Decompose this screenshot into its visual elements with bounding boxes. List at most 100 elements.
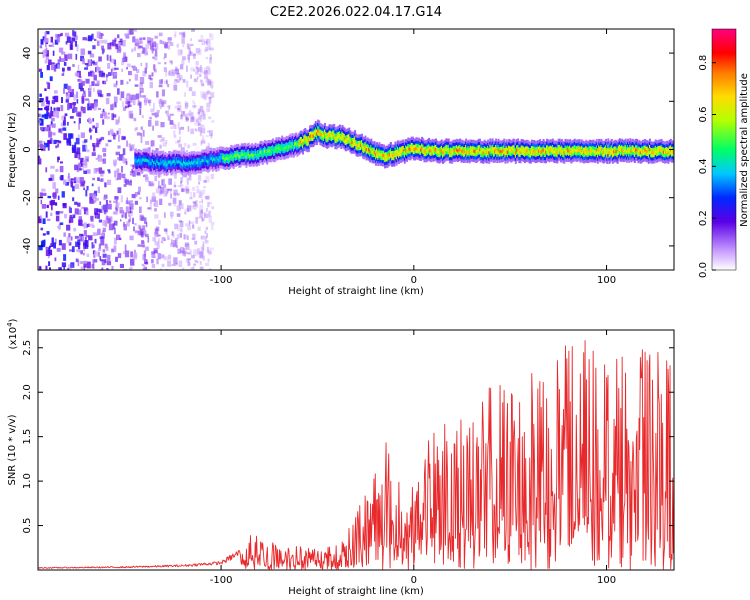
ridge-cell bbox=[505, 151, 508, 156]
ridge-cell bbox=[207, 154, 210, 158]
ridge-cell bbox=[438, 151, 441, 155]
ridge-cell bbox=[541, 159, 544, 163]
ridge-cell bbox=[454, 149, 457, 153]
noise-cell bbox=[205, 70, 209, 77]
ridge-cell bbox=[588, 149, 591, 153]
ridge-cell bbox=[349, 130, 352, 134]
ridge-cell bbox=[342, 126, 345, 130]
ridge-cell bbox=[191, 160, 193, 164]
ridge-cell bbox=[297, 136, 300, 140]
noise-cell bbox=[121, 57, 127, 62]
ridge-cell bbox=[627, 154, 629, 158]
noise-cell bbox=[41, 204, 46, 209]
noise-cell bbox=[80, 55, 84, 62]
ridge-cell bbox=[444, 152, 447, 156]
ridge-cell bbox=[524, 153, 527, 157]
ridge-cell bbox=[579, 159, 582, 163]
ridge-cell bbox=[499, 146, 502, 150]
ridge-cell bbox=[312, 134, 315, 138]
ridge-cell bbox=[145, 168, 148, 172]
ridge-cell bbox=[275, 156, 278, 160]
snr-scale-base: (x10 bbox=[8, 327, 19, 350]
noise-cell bbox=[204, 76, 209, 79]
ridge-cell bbox=[283, 147, 286, 151]
ridge-cell bbox=[533, 149, 536, 153]
ridge-cell bbox=[392, 156, 395, 161]
ridge-cell bbox=[154, 163, 156, 167]
noise-cell bbox=[46, 100, 50, 105]
ridge-cell bbox=[601, 153, 604, 157]
ridge-cell bbox=[320, 123, 323, 127]
ridge-cell bbox=[454, 139, 457, 144]
ridge-cell bbox=[378, 157, 381, 161]
noise-cell bbox=[129, 215, 131, 222]
noise-cell bbox=[182, 250, 188, 254]
ridge-cell bbox=[546, 151, 548, 155]
noise-cell bbox=[172, 231, 175, 238]
noise-cell bbox=[131, 194, 135, 198]
noise-cell bbox=[176, 192, 180, 196]
ridge-cell bbox=[233, 163, 236, 167]
ridge-cell bbox=[188, 151, 191, 155]
ridge-cell bbox=[400, 150, 403, 154]
ridge-cell bbox=[324, 132, 326, 136]
ridge-cell bbox=[650, 153, 653, 157]
ridge-cell bbox=[366, 156, 369, 160]
ridge-cell bbox=[330, 125, 333, 129]
ridge-cell bbox=[314, 127, 317, 131]
ridge-cell bbox=[339, 140, 341, 144]
ridge-cell bbox=[511, 158, 514, 162]
ridge-cell bbox=[299, 149, 302, 153]
ridge-cell bbox=[541, 144, 544, 148]
ridge-cell bbox=[485, 144, 488, 148]
noise-cell bbox=[180, 126, 185, 130]
ridge-cell bbox=[289, 143, 292, 147]
snr-y-tick-label: 2.0 bbox=[22, 384, 33, 400]
ridge-cell bbox=[184, 168, 187, 172]
ridge-cell bbox=[432, 142, 435, 146]
ridge-cell bbox=[628, 147, 631, 151]
ridge-cell bbox=[549, 148, 552, 152]
ridge-cell bbox=[654, 158, 657, 162]
ridge-cell bbox=[314, 124, 317, 128]
ridge-cell bbox=[225, 162, 228, 167]
ridge-cell bbox=[448, 154, 451, 158]
ridge-cell bbox=[516, 154, 518, 159]
ridge-cell bbox=[304, 137, 307, 141]
ridge-cell bbox=[363, 152, 366, 157]
ridge-cell bbox=[637, 150, 640, 154]
ridge-cell bbox=[198, 167, 200, 171]
ridge-cell bbox=[351, 134, 354, 138]
ridge-cell bbox=[245, 145, 248, 149]
ridge-cell bbox=[583, 160, 585, 164]
ridge-cell bbox=[159, 155, 162, 159]
ridge-cell bbox=[295, 142, 298, 146]
ridge-cell bbox=[278, 143, 281, 148]
ridge-cell bbox=[595, 142, 598, 146]
ridge-cell bbox=[555, 159, 558, 163]
ridge-cell bbox=[377, 159, 380, 163]
ridge-cell bbox=[498, 153, 501, 157]
noise-cell bbox=[107, 63, 111, 69]
ridge-cell bbox=[460, 143, 463, 147]
noise-cell bbox=[97, 140, 101, 145]
ridge-cell bbox=[149, 165, 152, 169]
noise-cell bbox=[87, 59, 90, 67]
ridge-cell bbox=[194, 171, 197, 175]
noise-cell bbox=[94, 251, 99, 257]
ridge-cell bbox=[598, 145, 601, 149]
ridge-cell bbox=[601, 159, 604, 163]
ridge-cell bbox=[169, 151, 172, 155]
noise-cell bbox=[155, 226, 160, 231]
ridge-cell bbox=[370, 138, 373, 142]
ridge-cell bbox=[527, 153, 530, 157]
noise-cell bbox=[102, 230, 105, 238]
noise-cell bbox=[152, 64, 156, 70]
ridge-cell bbox=[217, 149, 220, 153]
ridge-cell bbox=[239, 161, 242, 165]
noise-cell bbox=[176, 73, 181, 78]
ridge-cell bbox=[336, 126, 339, 130]
ridge-cell bbox=[544, 153, 547, 157]
ridge-cell bbox=[174, 161, 177, 165]
ridge-cell bbox=[392, 144, 395, 148]
